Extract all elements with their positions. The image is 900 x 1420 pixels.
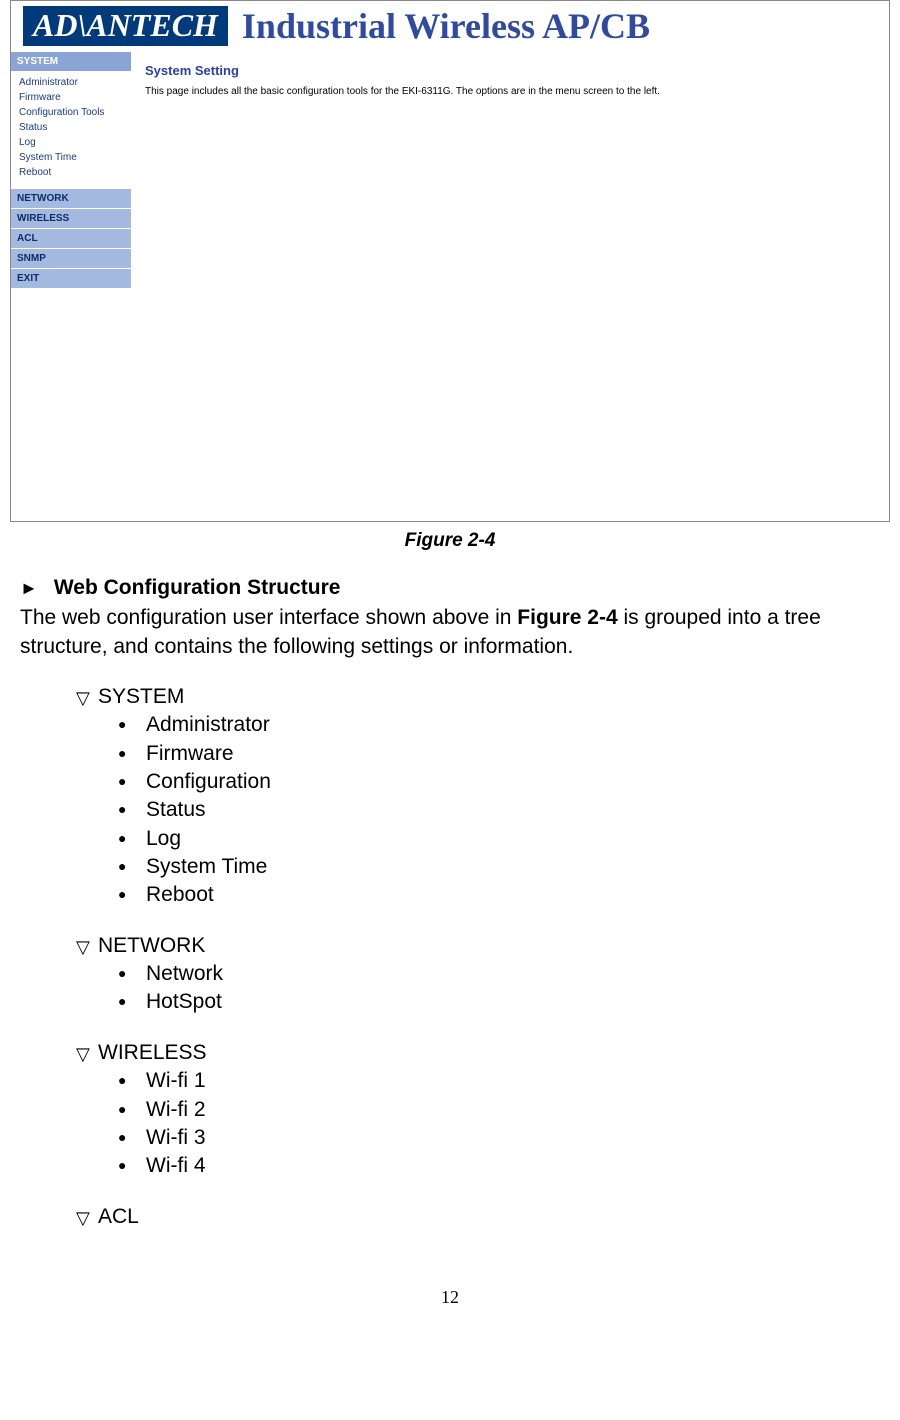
- triangle-icon: ▽: [76, 1206, 98, 1230]
- bullet-icon: ●: [118, 744, 146, 763]
- nav-item-firmware[interactable]: Firmware: [11, 90, 131, 105]
- nav-section-snmp[interactable]: SNMP: [11, 248, 131, 268]
- section-paragraph: The web configuration user interface sho…: [20, 604, 882, 661]
- tree-title-wireless: WIRELESS: [98, 1041, 207, 1064]
- tree-item: ●System Time: [118, 853, 882, 881]
- tree-item: ●Wi-fi 3: [118, 1124, 882, 1152]
- bullet-icon: ●: [118, 964, 146, 983]
- bullet-icon: ●: [118, 885, 146, 904]
- triangle-icon: ▽: [76, 1042, 98, 1066]
- main-content-panel: System Setting This page includes all th…: [131, 51, 889, 521]
- tree-item: ●Configuration: [118, 768, 882, 796]
- tree-item: ●Network: [118, 960, 882, 988]
- figure-caption: Figure 2-4: [0, 530, 900, 552]
- tree-item: ●Wi-fi 1: [118, 1067, 882, 1095]
- section-heading-line: ► Web Configuration Structure: [20, 574, 882, 602]
- bullet-icon: ●: [118, 1156, 146, 1175]
- bullet-icon: ●: [118, 715, 146, 734]
- nav-item-log[interactable]: Log: [11, 135, 131, 150]
- tree-item: ●Administrator: [118, 711, 882, 739]
- bullet-icon: ●: [118, 1100, 146, 1119]
- bullet-icon: ●: [118, 800, 146, 819]
- nav-item-system-time[interactable]: System Time: [11, 150, 131, 165]
- bullet-icon: ●: [118, 857, 146, 876]
- bullet-icon: ●: [118, 1071, 146, 1090]
- bullet-icon: ●: [118, 829, 146, 848]
- banner-title: Industrial Wireless AP/CB: [242, 5, 650, 47]
- config-tree: ▽SYSTEM ●Administrator ●Firmware ●Config…: [20, 683, 882, 1231]
- tree-item: ●Status: [118, 796, 882, 824]
- tree-item: ●Reboot: [118, 881, 882, 909]
- tree-title-acl: ACL: [98, 1205, 139, 1228]
- advantech-logo: AD\ANTECH: [23, 6, 228, 46]
- arrow-icon: ►: [20, 576, 48, 600]
- tree-title-network: NETWORK: [98, 934, 205, 957]
- app-banner: AD\ANTECH Industrial Wireless AP/CB: [11, 1, 889, 51]
- panel-title: System Setting: [145, 63, 875, 78]
- section-heading: Web Configuration Structure: [54, 576, 341, 599]
- tree-title-system: SYSTEM: [98, 685, 184, 708]
- triangle-icon: ▽: [76, 686, 98, 710]
- nav-section-wireless[interactable]: WIRELESS: [11, 208, 131, 228]
- tree-section-acl: ▽ACL: [76, 1203, 882, 1231]
- tree-section-network: ▽NETWORK ●Network ●HotSpot: [76, 932, 882, 1017]
- tree-item: ●Wi-fi 4: [118, 1152, 882, 1180]
- bullet-icon: ●: [118, 1128, 146, 1147]
- para-figure-ref: Figure 2-4: [517, 606, 617, 629]
- document-body: ► Web Configuration Structure The web co…: [0, 574, 900, 1231]
- nav-item-reboot[interactable]: Reboot: [11, 165, 131, 180]
- tree-item: ●HotSpot: [118, 988, 882, 1016]
- nav-item-administrator[interactable]: Administrator: [11, 75, 131, 90]
- tree-item: ●Firmware: [118, 740, 882, 768]
- sidebar-nav: SYSTEM Administrator Firmware Configurat…: [11, 51, 131, 521]
- tree-item: ●Wi-fi 2: [118, 1096, 882, 1124]
- nav-section-system[interactable]: SYSTEM: [11, 51, 131, 71]
- para-pre: The web configuration user interface sho…: [20, 606, 517, 629]
- tree-item: ●Log: [118, 825, 882, 853]
- nav-section-exit[interactable]: EXIT: [11, 268, 131, 288]
- tree-section-wireless: ▽WIRELESS ●Wi-fi 1 ●Wi-fi 2 ●Wi-fi 3 ●Wi…: [76, 1039, 882, 1181]
- bullet-icon: ●: [118, 772, 146, 791]
- nav-section-network[interactable]: NETWORK: [11, 188, 131, 208]
- nav-system-items: Administrator Firmware Configuration Too…: [11, 71, 131, 188]
- nav-section-acl[interactable]: ACL: [11, 228, 131, 248]
- tree-section-system: ▽SYSTEM ●Administrator ●Firmware ●Config…: [76, 683, 882, 910]
- nav-item-status[interactable]: Status: [11, 120, 131, 135]
- nav-item-config-tools[interactable]: Configuration Tools: [11, 105, 131, 120]
- screenshot-figure: AD\ANTECH Industrial Wireless AP/CB SYST…: [10, 0, 890, 522]
- bullet-icon: ●: [118, 992, 146, 1011]
- page-number: 12: [0, 1287, 900, 1318]
- triangle-icon: ▽: [76, 935, 98, 959]
- panel-description: This page includes all the basic configu…: [145, 86, 875, 97]
